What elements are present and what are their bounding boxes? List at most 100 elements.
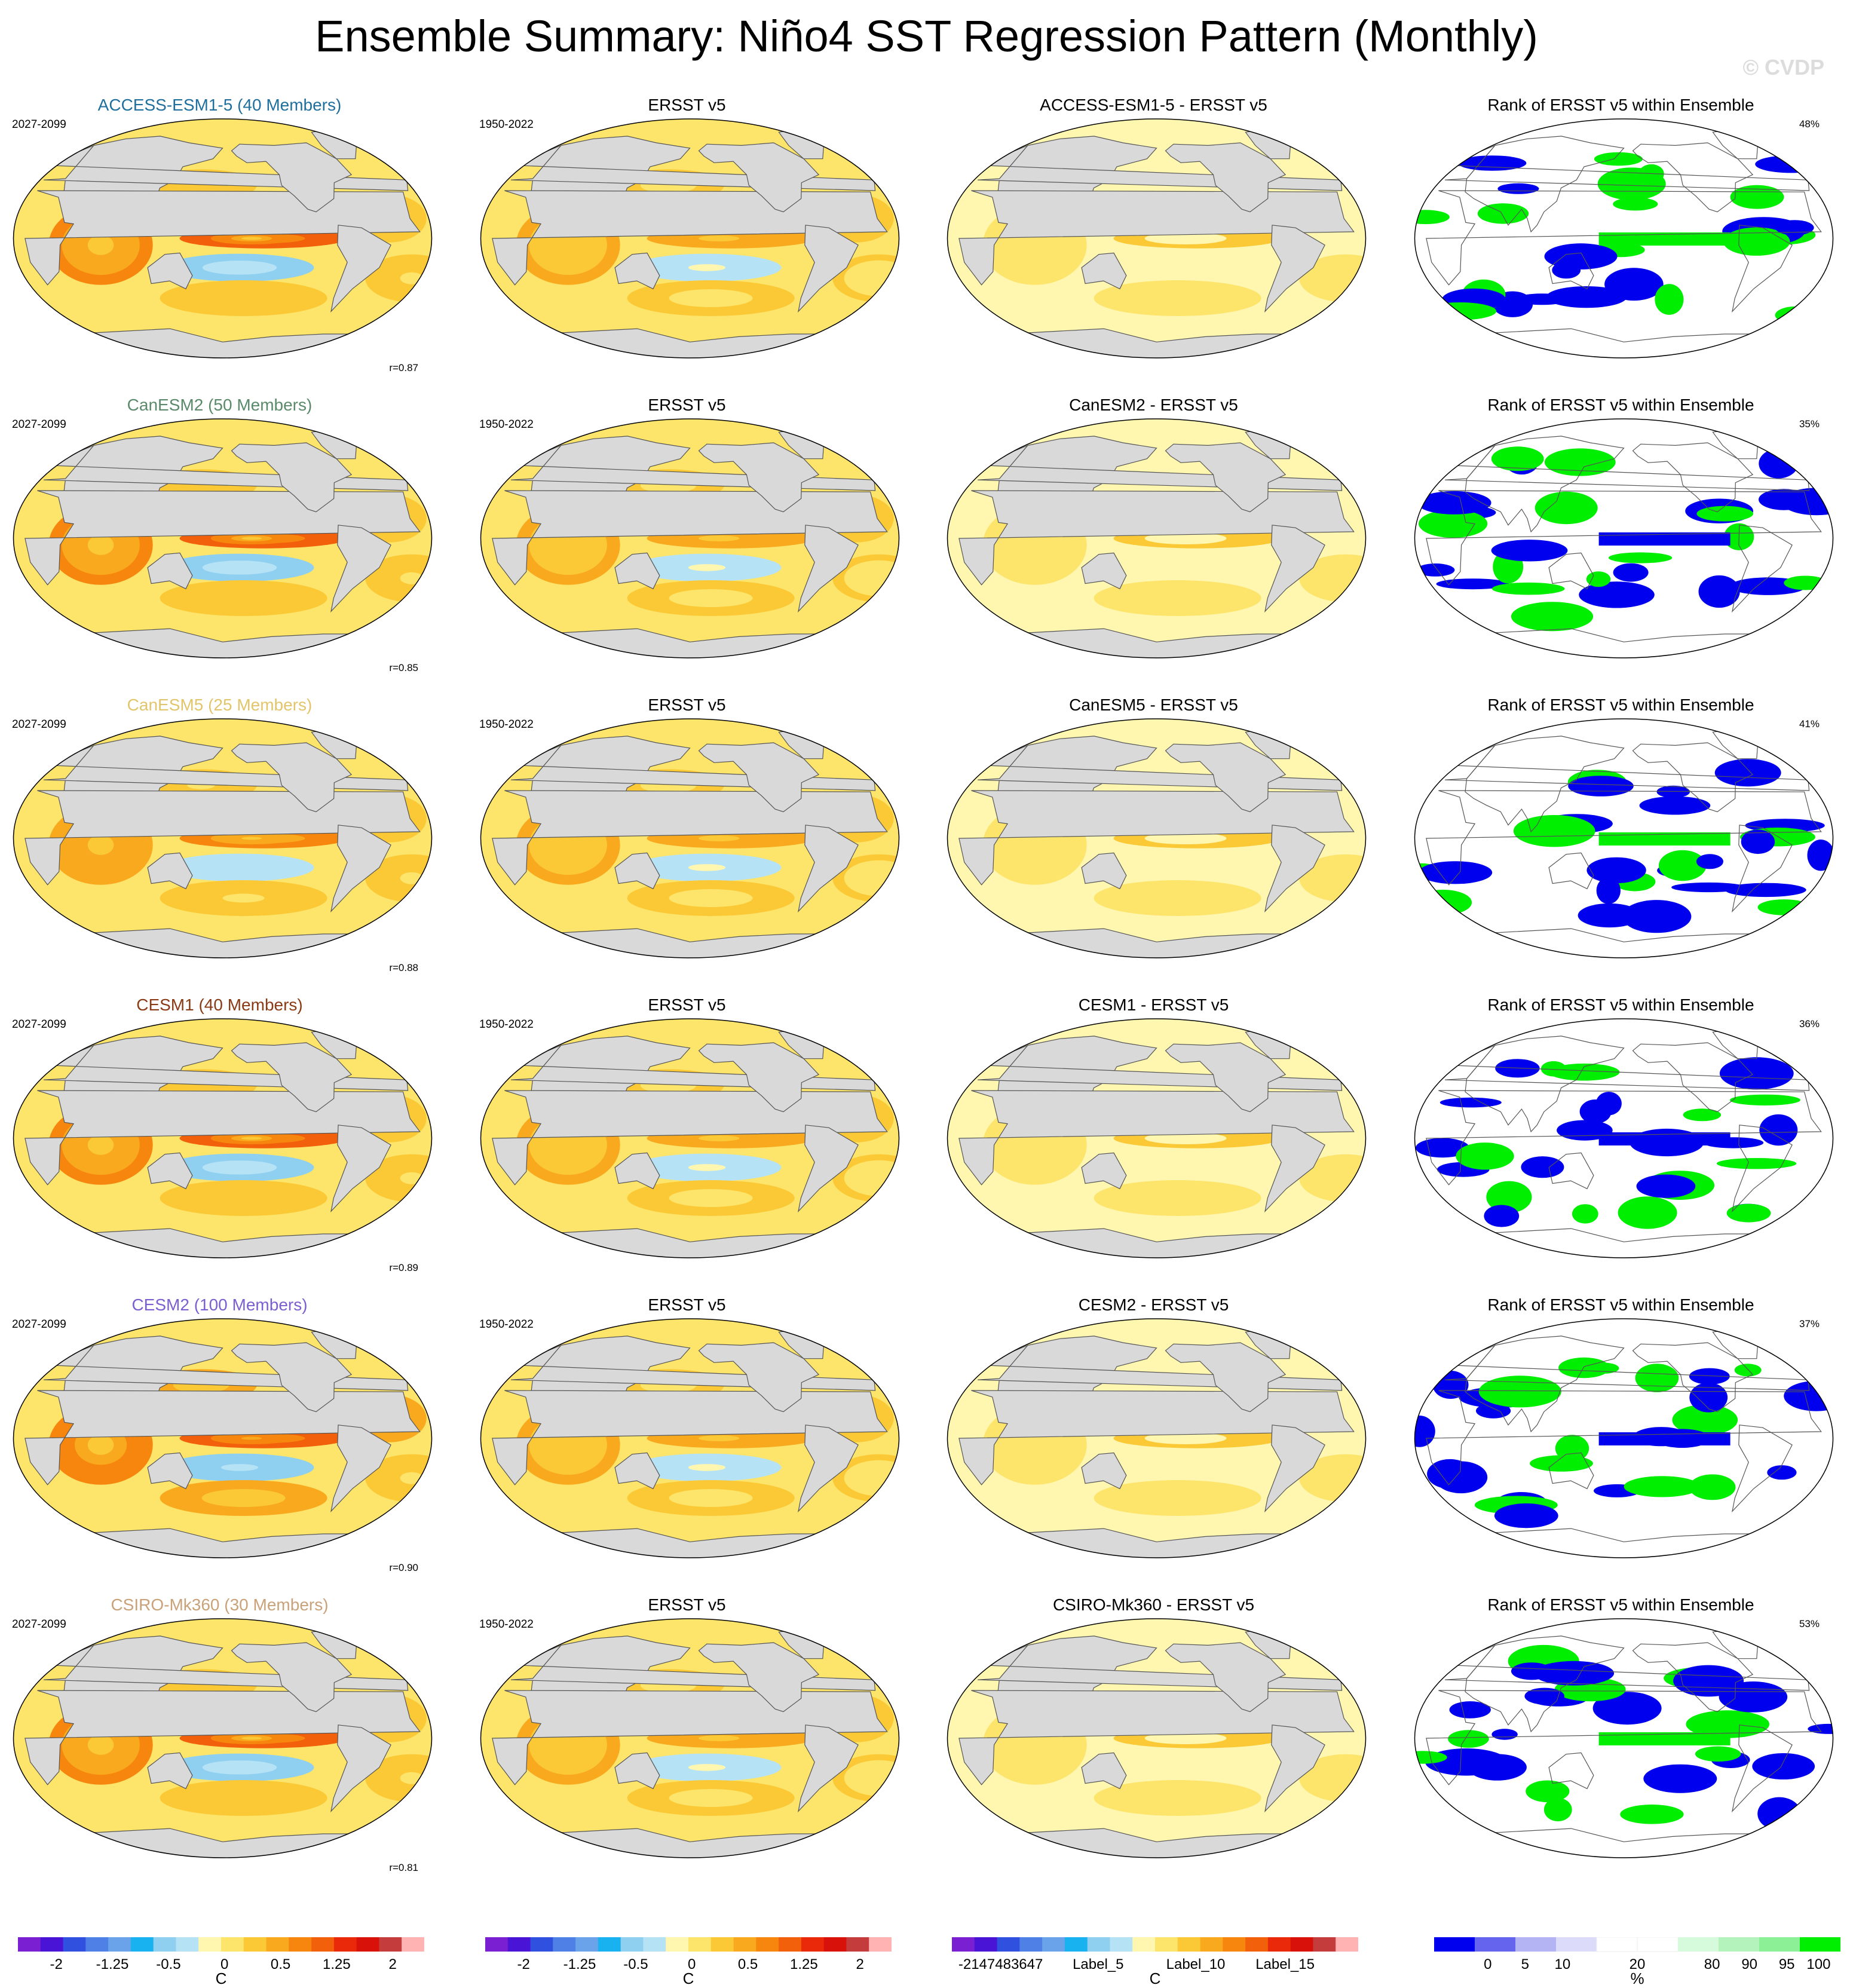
rank-region <box>1741 829 1775 854</box>
sst-contour-indian-warm <box>87 1735 114 1755</box>
rank-region <box>1477 203 1529 224</box>
rank-percent: 35% <box>1799 418 1820 430</box>
land-north-america <box>231 442 353 513</box>
map-border <box>13 118 433 359</box>
land-africa <box>492 190 888 286</box>
colorbar-swatch <box>1759 1937 1800 1952</box>
colorbar-swatch <box>153 1937 176 1952</box>
rank-region <box>1568 776 1634 797</box>
colorbar-swatch <box>598 1937 621 1952</box>
map-border <box>947 1018 1367 1258</box>
map-border <box>13 1618 433 1858</box>
map-rank <box>1414 1618 1834 1858</box>
map-rank <box>1414 718 1834 958</box>
land-australia <box>147 1452 193 1490</box>
rank-region <box>1478 1376 1561 1408</box>
colorbar-swatch <box>1019 1937 1043 1952</box>
map-obs <box>480 1018 900 1258</box>
land-africa <box>1426 1090 1822 1186</box>
land-antarctica <box>1471 628 1774 658</box>
map-border <box>480 418 900 658</box>
panel-obs-row-1: ERSST v5 1950-2022 <box>467 96 906 396</box>
years-label: 1950-2022 <box>479 1618 534 1631</box>
land-africa <box>24 1390 421 1485</box>
rank-region <box>1423 302 1497 320</box>
map-model <box>13 718 433 958</box>
colorbar-swatch <box>1042 1937 1065 1952</box>
colorbar-swatch <box>243 1937 267 1952</box>
land-south-america <box>1264 1425 1325 1513</box>
panel-model-row-3: CanESM5 (25 Members) 2027-2099 r=0.88 <box>0 696 439 995</box>
colorbar-unit: C <box>1149 1969 1161 1987</box>
rank-region <box>1716 1158 1797 1169</box>
panel-rank-row-1: Rank of ERSST v5 within Ensemble 48% <box>1401 96 1840 396</box>
cvdp-watermark: © CVDP <box>1742 55 1824 79</box>
pattern-correlation: r=0.90 <box>389 1562 418 1573</box>
sst-contour-sw-pac-warm <box>690 1193 732 1203</box>
diff-panel-title: CESM2 - ERSST v5 <box>1078 1295 1229 1314</box>
rank-region <box>1521 1156 1564 1178</box>
rank-region <box>1436 578 1509 590</box>
rank-panel-title: Rank of ERSST v5 within Ensemble <box>1487 696 1754 714</box>
sst-contour-south-pac-cool <box>1154 564 1193 571</box>
sst-contour-sw-pac-warm <box>1156 293 1199 303</box>
land-south-america <box>1264 225 1325 313</box>
rank-region <box>1418 861 1493 884</box>
panel-obs-row-2: ERSST v5 1950-2022 <box>467 396 906 696</box>
sst-contour-sw-pac-warm <box>1156 593 1199 603</box>
colorbar-swatch <box>198 1937 222 1952</box>
sst-contour-south-pac-cool <box>688 1464 726 1471</box>
colorbar-swatch <box>974 1937 998 1952</box>
rank-region <box>1620 1805 1684 1824</box>
land-north-america <box>1632 742 1754 813</box>
colorbar-4: 0 5 10 20 80 90 95 100% <box>1428 1934 1846 1987</box>
panel-rank-row-4: Rank of ERSST v5 within Ensemble 36% <box>1401 995 1840 1295</box>
colorbar-swatch <box>40 1937 64 1952</box>
sst-contour-south-pac-cool <box>688 1164 726 1171</box>
colorbar-1: -2 -1.25 -0.5 0 0.5 1.25 2 C <box>12 1934 430 1987</box>
obs-panel-title: ERSST v5 <box>648 1295 726 1314</box>
rank-panel-title: Rank of ERSST v5 within Ensemble <box>1487 396 1754 414</box>
colorbar-swatch <box>688 1937 712 1952</box>
sst-contour-nino-core <box>1175 1137 1196 1140</box>
colorbar-swatch <box>801 1937 825 1952</box>
land-south-america <box>330 1425 391 1513</box>
land-africa <box>1426 790 1822 886</box>
colorbar-swatch <box>710 1937 734 1952</box>
colorbar-swatch <box>1200 1937 1223 1952</box>
sst-contour-nino-core <box>1175 1436 1196 1440</box>
panel-obs-row-3: ERSST v5 1950-2022 <box>467 696 906 995</box>
land-australia <box>147 852 193 890</box>
land-australia <box>1548 252 1594 290</box>
rank-region <box>1781 488 1833 516</box>
map-border <box>947 1618 1367 1858</box>
map-border <box>480 718 900 958</box>
rank-region <box>1643 1764 1717 1793</box>
colorbar-tick-labels: -2 -1.25 -0.5 0 0.5 1.25 2 <box>479 1956 898 1972</box>
land-south-america <box>330 825 391 913</box>
rank-panel-title: Rank of ERSST v5 within Ensemble <box>1487 995 1754 1014</box>
sst-contour-south-pac-cool <box>220 1464 259 1471</box>
colorbar-tick: 1.25 <box>323 1956 351 1972</box>
map-rank <box>1414 1318 1834 1558</box>
sst-contour-nino-core <box>241 837 262 840</box>
land-australia <box>1081 1752 1127 1790</box>
colorbar-2: -2 -1.25 -0.5 0 0.5 1.25 2 C <box>479 1934 898 1987</box>
land-south-america <box>1732 1425 1793 1513</box>
rank-region <box>1513 815 1595 847</box>
colorbar-swatch <box>756 1937 779 1952</box>
colorbar-tick: 20 <box>1629 1956 1646 1972</box>
land-asia <box>1465 1635 1625 1733</box>
land-south-america <box>798 225 859 313</box>
land-south-america <box>798 825 859 913</box>
colorbar-tick: -2 <box>517 1956 530 1972</box>
colorbar-tick: 5 <box>1521 1956 1529 1972</box>
colorbar-tick: 1.25 <box>790 1956 818 1972</box>
rank-region <box>1695 1746 1741 1762</box>
land-antarctica <box>1471 1228 1774 1258</box>
years-label: 2027-2099 <box>12 1018 66 1031</box>
land-africa <box>24 1690 421 1785</box>
map-diff <box>947 1318 1367 1558</box>
sst-contour-sw-pac-warm <box>222 1193 265 1203</box>
rank-region <box>1613 197 1658 211</box>
